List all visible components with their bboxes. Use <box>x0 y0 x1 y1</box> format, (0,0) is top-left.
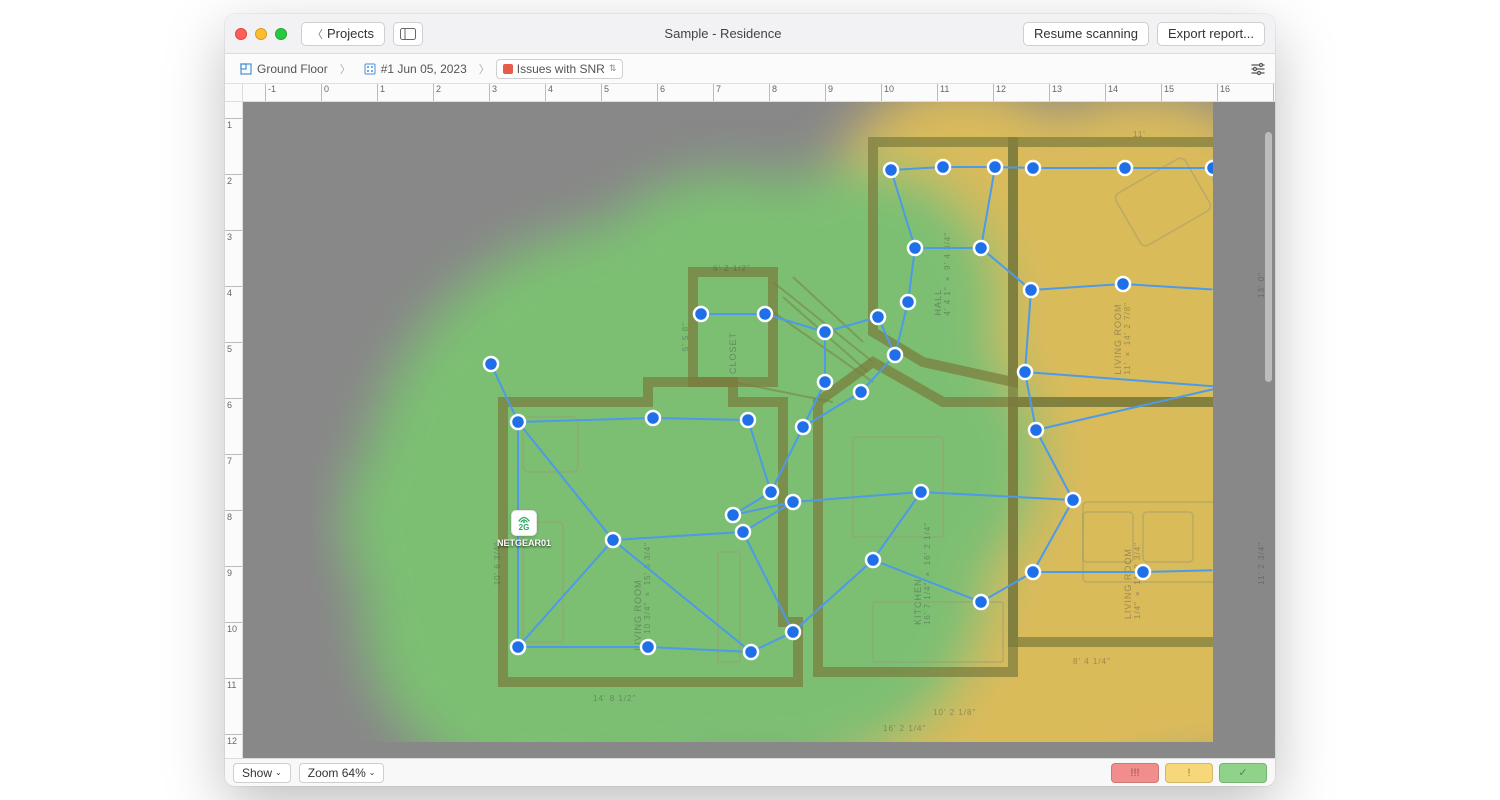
breadcrumb-filter[interactable]: Issues with SNR ⇅ <box>496 59 624 79</box>
close-icon[interactable] <box>235 28 247 40</box>
chevron-left-icon: 〈 <box>312 26 323 42</box>
status-bad-button[interactable]: !!! <box>1111 763 1159 783</box>
resume-scanning-button[interactable]: Resume scanning <box>1023 22 1149 46</box>
sidebar-icon <box>400 28 416 40</box>
breadcrumb-floor[interactable]: Ground Floor <box>233 60 334 78</box>
ap-label: NETGEAR01 <box>497 538 527 548</box>
fullscreen-icon[interactable] <box>275 28 287 40</box>
back-projects-button[interactable]: 〈 Projects <box>301 22 385 46</box>
traffic-lights <box>235 28 287 40</box>
status-warn-button[interactable]: ! <box>1165 763 1213 783</box>
breadcrumb-survey[interactable]: #1 Jun 05, 2023 <box>357 60 473 78</box>
survey-icon <box>363 62 377 76</box>
ruler-horizontal: -101234567891011121314151617 <box>243 84 1275 102</box>
status-pills: !!! ! ✓ <box>1111 763 1267 783</box>
titlebar: 〈 Projects Sample - Residence Resume sca… <box>225 14 1275 54</box>
scroll-thumb[interactable] <box>1265 132 1272 382</box>
floorplan: LIVING ROOM15' 10 3/4" × 15' 6 3/4"LIVIN… <box>313 102 1213 742</box>
app-window: 〈 Projects Sample - Residence Resume sca… <box>225 14 1275 786</box>
status-good-button[interactable]: ✓ <box>1219 763 1267 783</box>
breadcrumb: Ground Floor 〉 #1 Jun 05, 2023 〉 Issues … <box>225 54 1275 84</box>
minimize-icon[interactable] <box>255 28 267 40</box>
ruler-vertical: 12345678910111213 <box>225 102 243 758</box>
filter-swatch-icon <box>503 64 513 74</box>
settings-button[interactable] <box>1249 60 1267 78</box>
back-label: Projects <box>327 26 374 41</box>
scrollbar-vertical[interactable] <box>1262 102 1274 758</box>
window-title: Sample - Residence <box>431 26 1015 41</box>
bottombar: Show ⌄ Zoom 64% ⌄ !!! ! ✓ <box>225 758 1275 786</box>
canvas[interactable]: LIVING ROOM15' 10 3/4" × 15' 6 3/4"LIVIN… <box>243 102 1275 758</box>
show-dropdown[interactable]: Show ⌄ <box>233 763 291 783</box>
chevron-down-icon: ⌄ <box>369 768 376 777</box>
updown-icon: ⇅ <box>609 63 617 74</box>
ruler-corner <box>225 84 243 102</box>
wifi-icon: 2G <box>511 510 537 536</box>
sliders-icon <box>1250 61 1266 77</box>
chevron-right-icon: 〉 <box>340 61 351 77</box>
ruler-area: -101234567891011121314151617 <box>225 84 1275 102</box>
chevron-down-icon: ⌄ <box>275 768 282 777</box>
zoom-dropdown[interactable]: Zoom 64% ⌄ <box>299 763 385 783</box>
access-point-marker[interactable]: 2G NETGEAR01 <box>511 510 541 548</box>
scan-layer <box>313 102 1213 742</box>
floor-icon <box>239 62 253 76</box>
sidebar-toggle-button[interactable] <box>393 22 423 46</box>
chevron-right-icon: 〉 <box>479 61 490 77</box>
export-report-button[interactable]: Export report... <box>1157 22 1265 46</box>
content-row: 12345678910111213 LIVING ROOM15' 10 3/4"… <box>225 102 1275 758</box>
